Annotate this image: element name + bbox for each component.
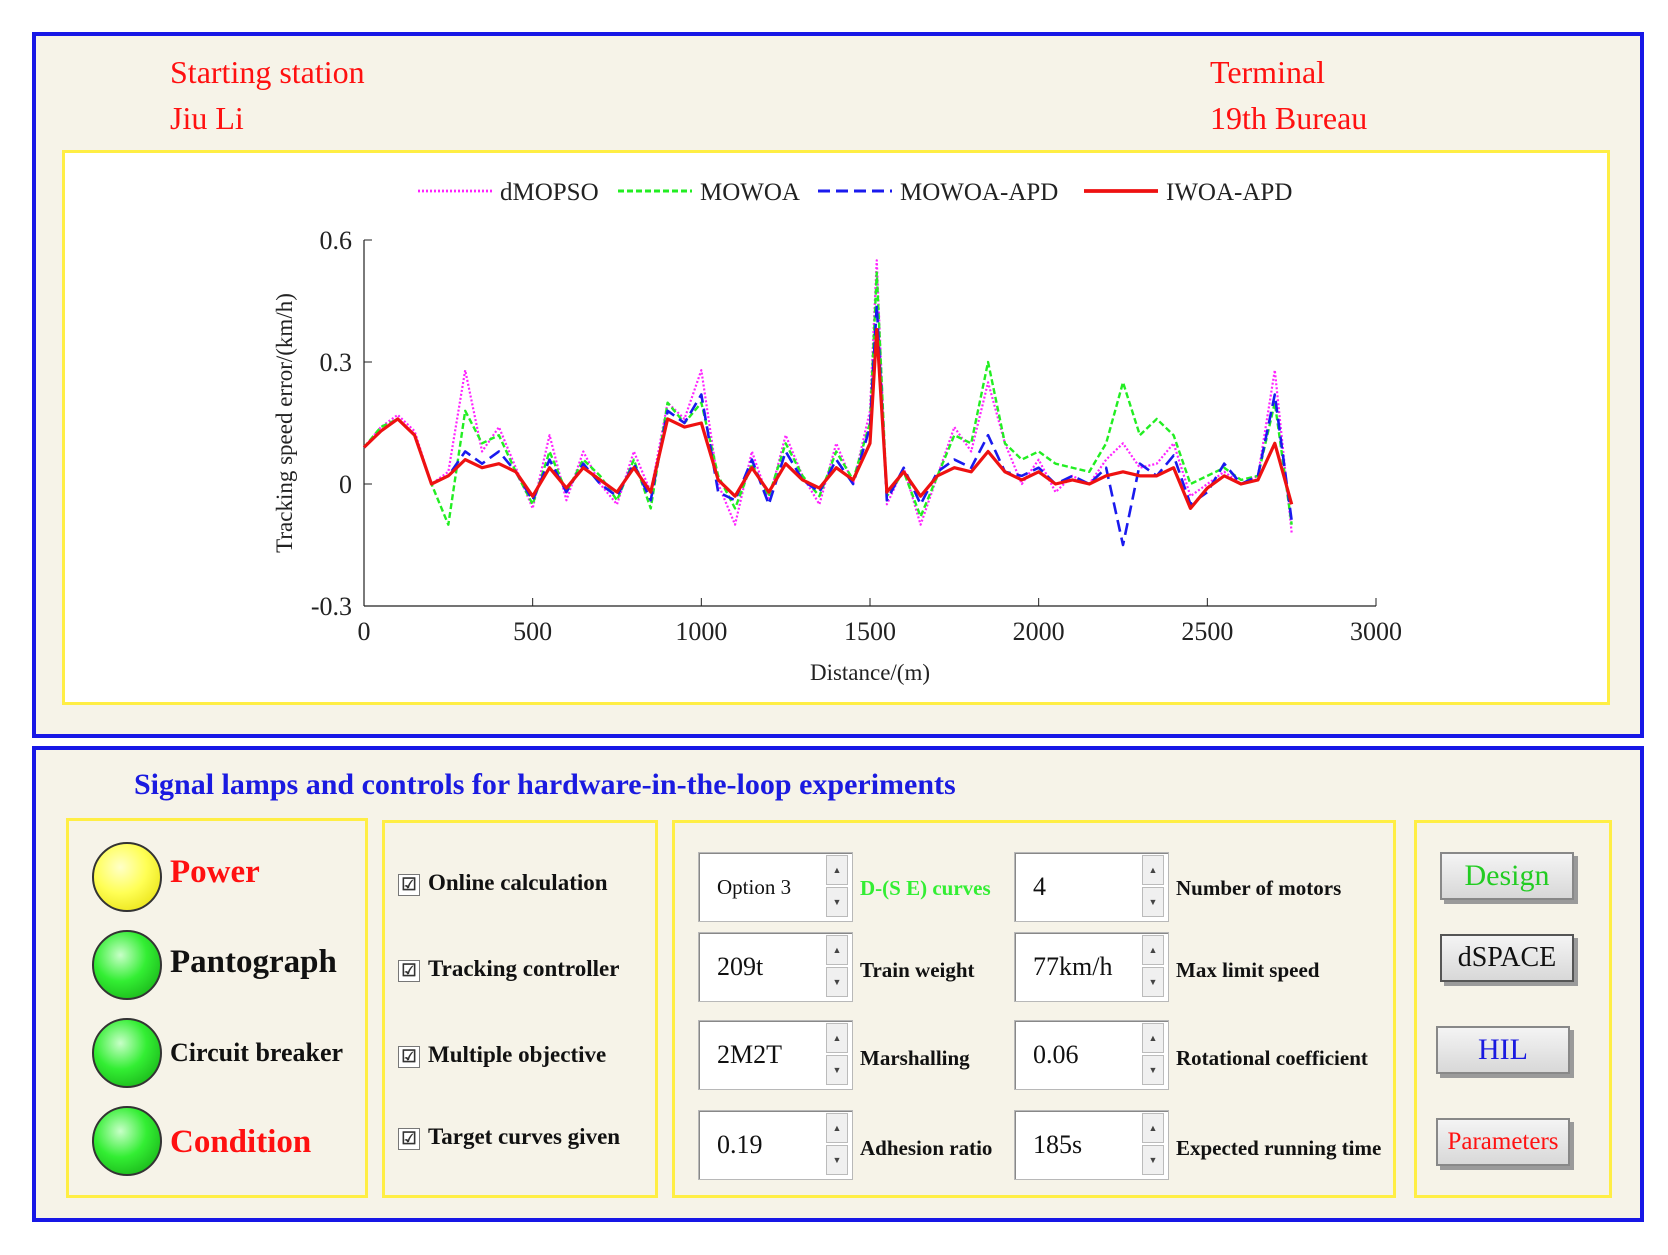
spinner-value: 77km/h [1033,952,1113,981]
adhesion-ratio-label: Adhesion ratio [860,1136,993,1160]
condition-lamp-label: Condition [170,1124,312,1160]
legend-label: IWOA-APD [1166,179,1292,206]
adhesion-ratio-spinner[interactable]: 0.19 ▲ ▼ [698,1110,853,1180]
spin-down-icon[interactable]: ▼ [1142,1055,1164,1085]
spin-down-icon[interactable]: ▼ [826,1145,848,1175]
pantograph-lamp-label: Pantograph [170,944,337,980]
x-tick-label: 3000 [1350,617,1402,646]
x-tick-label: 2500 [1181,617,1233,646]
spin-down-icon[interactable]: ▼ [826,1055,848,1085]
parameters-button[interactable]: Parameters [1436,1118,1570,1166]
max-speed-spinner[interactable]: 77km/h ▲ ▼ [1014,932,1169,1002]
start-station-name: Jiu Li [170,100,244,136]
max-speed-label: Max limit speed [1176,958,1320,982]
spin-up-icon[interactable]: ▲ [826,855,848,885]
spin-up-icon[interactable]: ▲ [1142,1113,1164,1143]
marshalling-spinner[interactable]: 2M2T ▲ ▼ [698,1020,853,1090]
running-time-label: Expected running time [1176,1136,1382,1160]
pantograph-lamp-icon [92,930,162,1000]
x-tick-label: 1500 [844,617,896,646]
checkbox-label: Online calculation [428,870,608,895]
design-button[interactable]: Design [1440,852,1574,900]
target-curves-checkbox[interactable]: ☑ Target curves given [398,1124,620,1150]
start-station-label: Starting station [170,54,365,90]
spin-up-icon[interactable]: ▲ [1142,855,1164,885]
x-axis-label: Distance/(m) [810,660,930,685]
hil-button[interactable]: HIL [1436,1026,1570,1074]
condition-lamp-icon [92,1106,162,1176]
checkbox-label: Multiple objective [428,1042,607,1067]
y-tick-label: 0.6 [320,226,353,255]
spin-down-icon[interactable]: ▼ [1142,1145,1164,1175]
series-line-mowoa [363,271,1293,526]
y-axis-label: Tracking speed error/(km/h) [272,293,297,553]
spinner-value: 0.19 [717,1130,763,1159]
spin-down-icon[interactable]: ▼ [1142,967,1164,997]
spinner-value: 0.06 [1033,1040,1079,1069]
spin-down-icon[interactable]: ▼ [1142,887,1164,917]
rotational-coefficient-spinner[interactable]: 0.06 ▲ ▼ [1014,1020,1169,1090]
options-checkbox-group [382,820,658,1198]
spinner-value: 185s [1033,1130,1083,1159]
terminal-label: Terminal [1210,54,1326,90]
spin-up-icon[interactable]: ▲ [1142,1023,1164,1053]
checkbox-checked-icon: ☑ [398,1045,420,1068]
spinner-value: 209t [717,952,764,981]
x-tick-label: 500 [513,617,552,646]
y-tick-label: 0 [339,470,352,499]
hil-panel-title: Signal lamps and controls for hardware-i… [134,768,956,801]
spin-up-icon[interactable]: ▲ [826,935,848,965]
y-tick-label: 0.3 [320,348,353,377]
power-lamp-icon [92,842,162,912]
legend-label: MOWOA [700,179,800,206]
train-weight-label: Train weight [860,958,975,982]
spin-down-icon[interactable]: ▼ [826,967,848,997]
motors-label: Number of motors [1176,876,1342,900]
tracking-error-chart: 0 500 1000 1500 2000 2500 3000-0.300.30.6Dista… [272,179,1402,685]
curve-option-label: D-(S E) curves [860,876,991,900]
x-tick-label: 0 [358,617,371,646]
x-tick-label: 2000 [1013,617,1065,646]
checkbox-checked-icon: ☑ [398,873,420,896]
checkbox-checked-icon: ☑ [398,959,420,982]
y-tick-label: -0.3 [311,592,352,621]
spin-up-icon[interactable]: ▲ [826,1023,848,1053]
train-weight-spinner[interactable]: 209t ▲ ▼ [698,932,853,1002]
dspace-button[interactable]: dSPACE [1440,934,1574,982]
legend-label: MOWOA-APD [900,179,1058,206]
series-line-iwoa-apd [362,327,1294,510]
curve-option-spinner[interactable]: Option 3 ▲ ▼ [698,852,853,922]
circuit-breaker-lamp-label: Circuit breaker [170,1038,344,1067]
motors-spinner[interactable]: 4 ▲ ▼ [1014,852,1169,922]
terminal-name: 19th Bureau [1210,100,1368,136]
running-time-spinner[interactable]: 185s ▲ ▼ [1014,1110,1169,1180]
chart-frame [62,150,1610,705]
legend-label: dMOPSO [500,179,599,206]
series-line-dmopso [363,259,1293,533]
multiple-objective-checkbox[interactable]: ☑ Multiple objective [398,1042,606,1068]
marshalling-label: Marshalling [860,1046,970,1070]
spinner-value: 2M2T [717,1040,782,1069]
spin-up-icon[interactable]: ▲ [826,1113,848,1143]
spin-up-icon[interactable]: ▲ [1142,935,1164,965]
online-calculation-checkbox[interactable]: ☑ Online calculation [398,870,608,896]
series-line-mowoa-apd [363,303,1293,547]
rotational-coefficient-label: Rotational coefficient [1176,1046,1368,1070]
spin-down-icon[interactable]: ▼ [826,887,848,917]
x-tick-label: 1000 [675,617,727,646]
power-lamp-label: Power [170,854,260,890]
circuit-breaker-lamp-icon [92,1018,162,1088]
spinner-value: Option 3 [717,875,792,899]
checkbox-checked-icon: ☑ [398,1127,420,1150]
tracking-controller-checkbox[interactable]: ☑ Tracking controller [398,956,619,982]
spinner-value: 4 [1033,872,1046,901]
checkbox-label: Tracking controller [428,956,620,981]
checkbox-label: Target curves given [428,1124,621,1149]
